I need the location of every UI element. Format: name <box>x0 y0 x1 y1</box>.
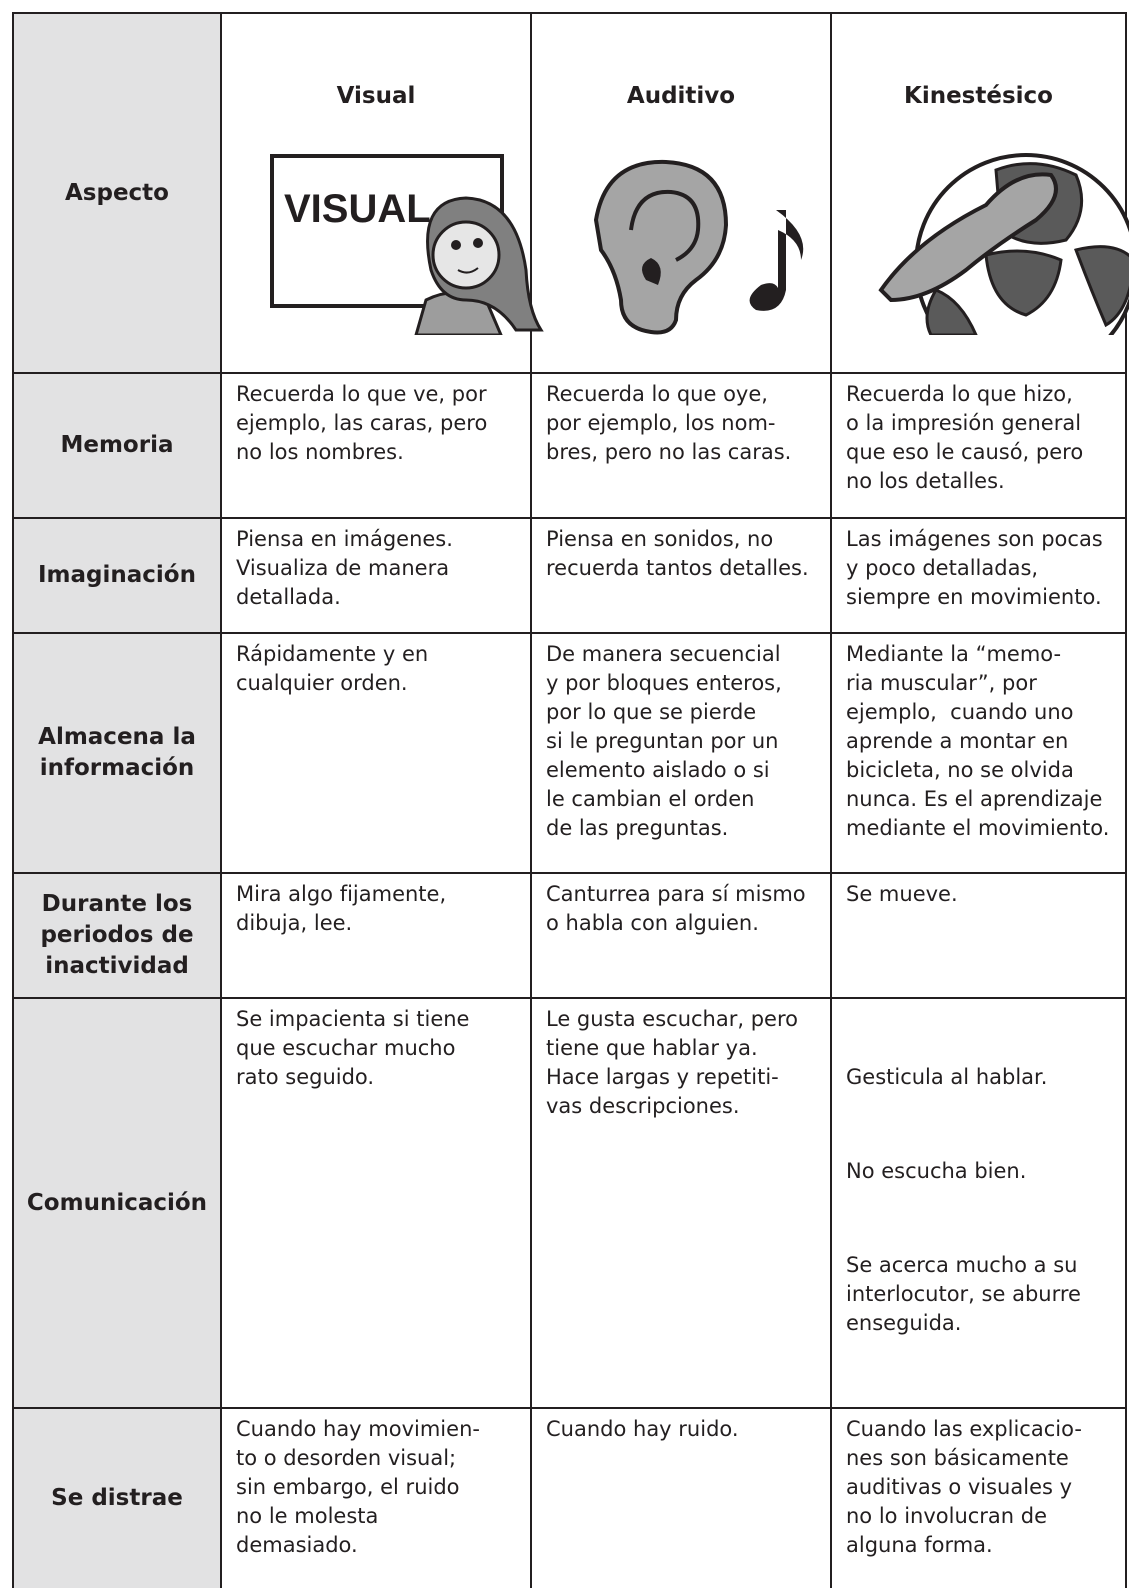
illustration-text: VISUAL <box>284 187 431 231</box>
cell: Se impacienta si tiene que escuchar much… <box>220 997 532 1409</box>
row: Almacena la información Rápidamente y en… <box>12 632 1127 874</box>
cell: Piensa en imágenes. Visualiza de manera … <box>220 517 532 634</box>
cell: Canturrea para sí mismo o habla con algu… <box>530 872 832 999</box>
cell: De manera secuencial y por bloques enter… <box>530 632 832 874</box>
cell: Gesticula al hablar. No escucha bien. Se… <box>830 997 1127 1409</box>
cell: Mira algo fijamente, dibuja, lee. <box>220 872 532 999</box>
ball-illustration <box>878 153 1129 377</box>
row: Imaginación Piensa en imágenes. Visualiz… <box>12 517 1127 634</box>
visual-illustration: VISUAL <box>270 154 544 337</box>
learning-styles-table: Aspecto Visual VISUAL Auditivo <box>12 12 1129 1588</box>
ear-illustration <box>594 159 804 335</box>
row-label: Comunicación <box>12 997 222 1409</box>
header-cell: Kinestésico <box>830 12 1129 377</box>
header-cell: Aspecto <box>12 12 222 374</box>
cell: Recuerda lo que hizo, o la impresión gen… <box>830 372 1127 519</box>
cell: Se mueve. <box>830 872 1127 999</box>
cell-paragraph: No escucha bien. <box>846 1159 1027 1183</box>
cell: Rápidamente y en cualquier orden. <box>220 632 532 874</box>
cell: Cuando las explicacio- nes son básicamen… <box>830 1407 1127 1588</box>
cell: Las imágenes son pocas y poco detalladas… <box>830 517 1127 634</box>
cell: Recuerda lo que oye, por ejemplo, los no… <box>530 372 832 519</box>
cell: Le gusta escuchar, pero tiene que hablar… <box>530 997 832 1409</box>
row-label: Imaginación <box>12 517 222 634</box>
header-cell: Auditivo <box>530 12 832 374</box>
cell-paragraph: Gesticula al hablar. <box>846 1065 1048 1089</box>
row: Se distrae Cuando hay movimien- to o des… <box>12 1407 1127 1588</box>
column-title: Visual <box>336 83 416 109</box>
row-label: Se distrae <box>12 1407 222 1588</box>
column-title: Auditivo <box>626 83 736 109</box>
cell-paragraph: Se acerca mucho a su interlocutor, se ab… <box>846 1253 1081 1335</box>
cell: Mediante la “memo- ria muscular”, por ej… <box>830 632 1127 874</box>
cell: Piensa en sonidos, no recuerda tantos de… <box>530 517 832 634</box>
column-title: Kinestésico <box>904 83 1053 109</box>
row: Memoria Recuerda lo que ve, por ejemplo,… <box>12 372 1127 519</box>
page: Aspecto Visual VISUAL Auditivo <box>12 12 1129 1588</box>
row-label: Durante los periodos de inactividad <box>12 872 222 999</box>
header-cell: Visual VISUAL <box>220 12 544 374</box>
header-row: Aspecto Visual VISUAL Auditivo <box>12 12 1129 377</box>
row: Durante los periodos de inactividad Mira… <box>12 872 1127 999</box>
row-label: Almacena la información <box>12 632 222 874</box>
cell: Cuando hay movimien- to o desorden visua… <box>220 1407 532 1588</box>
row-label: Memoria <box>12 372 222 519</box>
cell: Cuando hay ruido. <box>530 1407 832 1588</box>
row: Comunicación Se impacienta si tiene que … <box>12 997 1127 1409</box>
cell: Recuerda lo que ve, por ejemplo, las car… <box>220 372 532 519</box>
